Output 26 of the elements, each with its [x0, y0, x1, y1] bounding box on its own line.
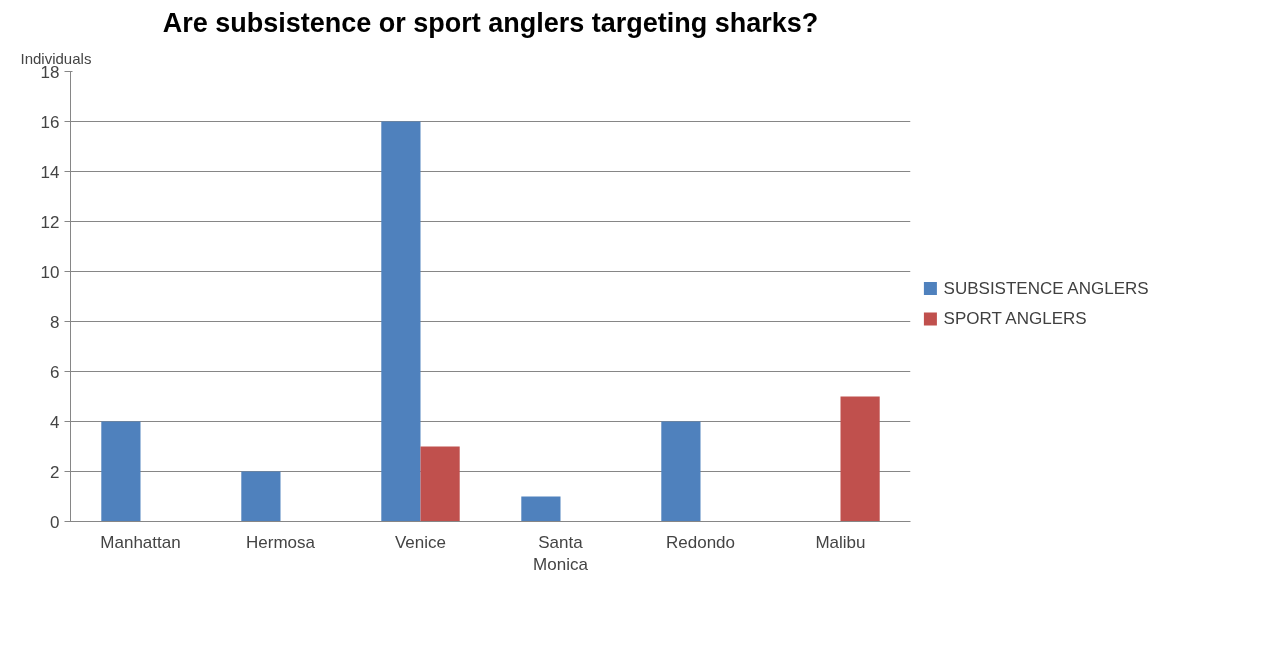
bar: [241, 471, 281, 522]
bar: [661, 421, 701, 522]
x-tick-label: Santa Monica: [533, 532, 589, 575]
legend-label: SUBSISTENCE ANGLERS: [943, 278, 1149, 298]
chart-title: Are subsistence or sport anglers targeting sharks?: [162, 7, 819, 38]
y-tick-label: 16: [40, 112, 60, 132]
y-tick-label: 8: [50, 312, 60, 332]
x-tick-label: Hermosa: [246, 532, 316, 552]
y-tick-label: 10: [40, 262, 60, 282]
x-tick-label: Venice: [394, 532, 447, 552]
x-tick-label: Manhattan: [100, 532, 181, 552]
y-tick-label: 0: [50, 512, 60, 532]
x-tick-label: Malibu: [815, 532, 866, 552]
bar: [521, 496, 561, 522]
bar: [420, 446, 460, 522]
bar: [101, 421, 141, 522]
y-tick-label: 4: [50, 412, 60, 432]
legend-label: SPORT ANGLERS: [943, 309, 1087, 329]
y-tick-label: 12: [40, 212, 60, 232]
y-axis-title: Individuals: [20, 49, 92, 67]
bar: [381, 121, 421, 522]
x-tick-label: Redondo: [666, 532, 736, 552]
bar: [840, 396, 880, 522]
y-tick-label: 6: [50, 362, 60, 382]
y-tick-label: 14: [40, 162, 60, 182]
y-tick-label: 2: [50, 462, 60, 482]
